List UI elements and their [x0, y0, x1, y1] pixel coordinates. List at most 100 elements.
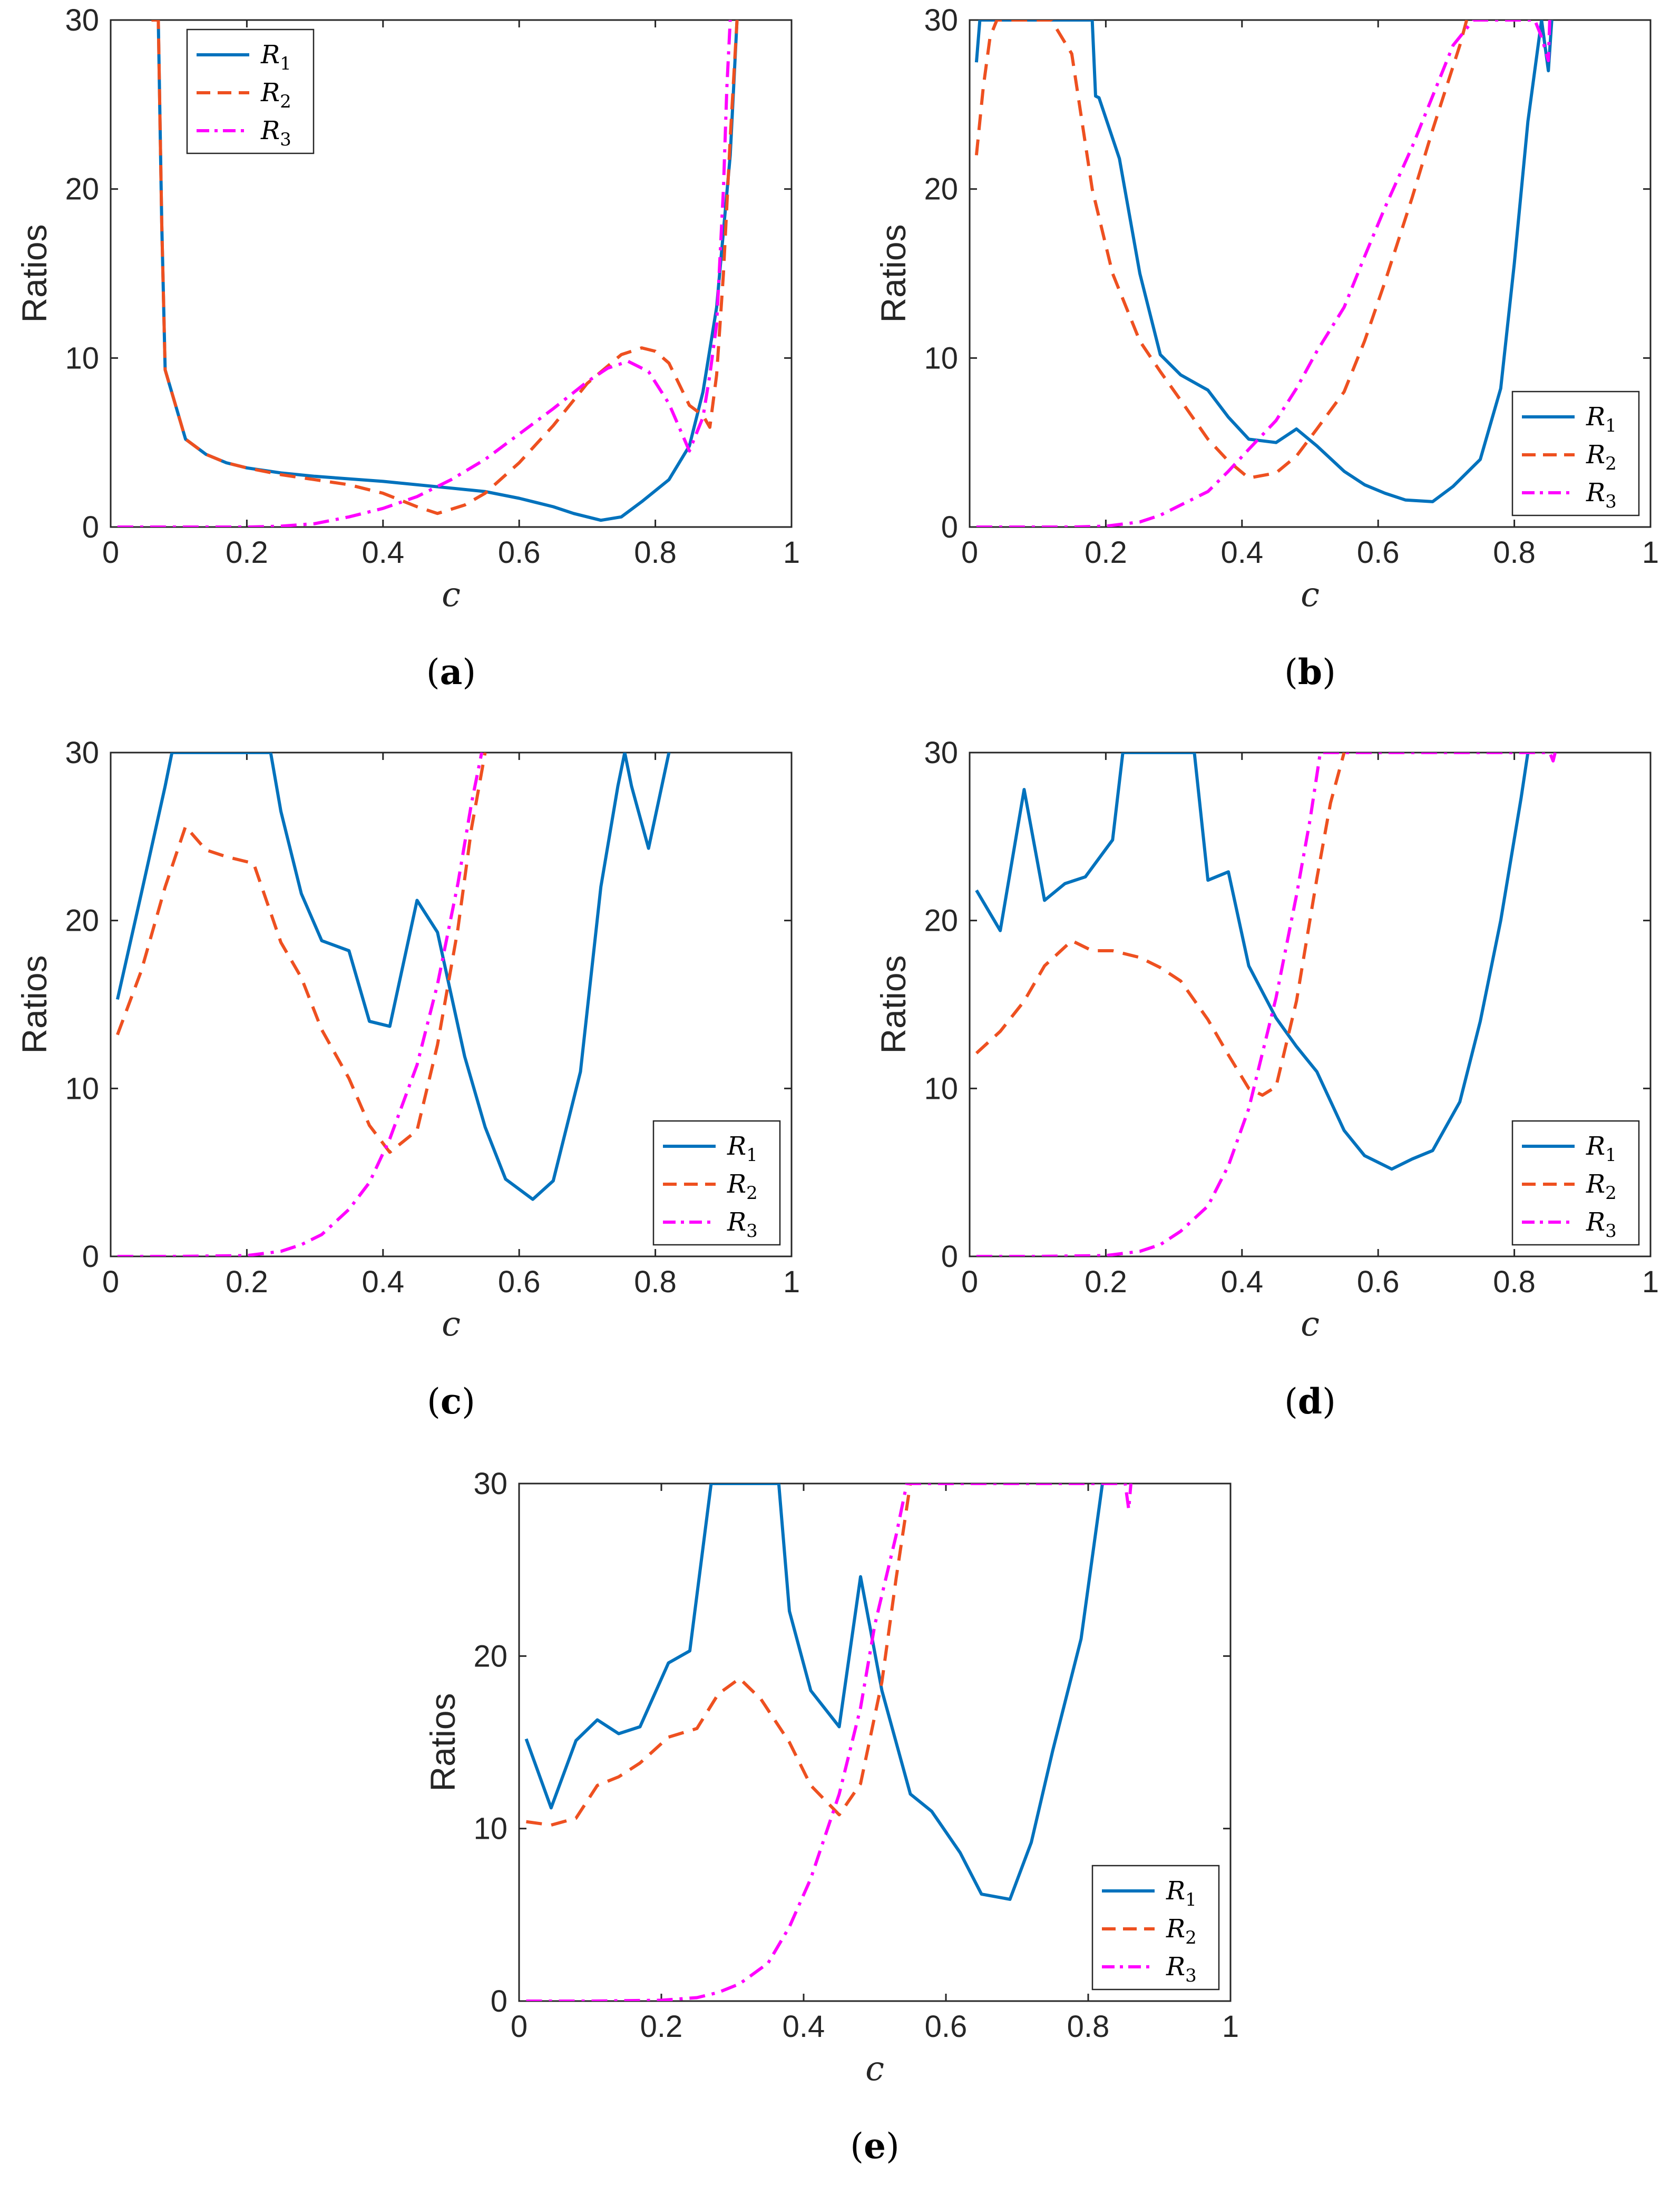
caption-open-paren: ( [1284, 1381, 1298, 1422]
legend-label-base: R [1586, 1169, 1605, 1199]
legend-label-r2: R2 [1166, 1914, 1197, 1948]
y-axis-label: Ratios [874, 224, 913, 323]
x-axis-label: c [442, 575, 461, 614]
legend-label-r2: R2 [1586, 1169, 1617, 1204]
x-tick-label: 0 [102, 1265, 119, 1299]
panel-caption: (c) [427, 1381, 475, 1422]
legend-label-subscript: 2 [280, 91, 291, 112]
caption-letter: e [864, 2125, 886, 2167]
legend-label-subscript: 2 [1185, 1927, 1197, 1948]
legend-label-base: R [1586, 478, 1605, 508]
y-tick-label: 20 [924, 172, 958, 207]
x-axis-label: c [1301, 1305, 1320, 1344]
legend-label-base: R [727, 1131, 746, 1161]
series-group [974, 20, 1554, 527]
x-tick-label: 0.4 [362, 1265, 404, 1299]
x-axis-label: c [1301, 575, 1320, 614]
x-axis-label: c [865, 2050, 884, 2089]
caption-open-paren: ( [1284, 652, 1298, 692]
legend-label-subscript: 3 [1605, 1221, 1617, 1242]
x-tick-label: 0.8 [1493, 535, 1536, 570]
y-tick-label: 30 [924, 736, 958, 770]
x-tick-label: 0.6 [498, 535, 541, 570]
legend-label-base: R [1586, 1131, 1605, 1161]
caption-close-paren: ) [462, 652, 476, 692]
series-line-r2 [974, 20, 1469, 480]
series-group [975, 753, 1557, 1256]
caption-open-paren: ( [426, 652, 440, 692]
legend-label-r1: R1 [1586, 402, 1617, 436]
caption-open-paren: ( [427, 1381, 441, 1422]
y-tick-label: 30 [473, 1467, 507, 1501]
x-tick-label: 0 [511, 2010, 528, 2044]
y-tick-label: 0 [941, 1240, 958, 1274]
caption-letter: a [440, 651, 463, 692]
y-tick-label: 20 [65, 904, 99, 938]
x-tick-label: 0.4 [1220, 1265, 1263, 1299]
legend-label-subscript: 1 [1185, 1889, 1197, 1910]
series-line-r3 [117, 20, 732, 527]
legend-label-r1: R1 [260, 40, 291, 74]
caption-close-paren: ) [462, 1381, 475, 1422]
legend-label-base: R [1166, 1876, 1185, 1906]
plot-area-frame [969, 19, 1652, 528]
legend-label-subscript: 1 [746, 1145, 758, 1166]
x-tick-label: 1 [1642, 1265, 1659, 1299]
panel-caption: (e) [850, 2125, 900, 2167]
x-tick-label: 0.8 [634, 1265, 677, 1299]
legend-label-r3: R3 [727, 1207, 758, 1242]
x-tick-label: 0.4 [1220, 535, 1263, 570]
legend-label-r1: R1 [1166, 1876, 1197, 1910]
y-tick-label: 30 [65, 736, 99, 770]
legend-label-r2: R2 [1586, 440, 1617, 474]
y-tick-label: 0 [82, 510, 99, 544]
series-line-r2 [526, 1484, 912, 1827]
series-group [117, 20, 739, 527]
y-tick-label: 20 [473, 1639, 507, 1673]
y-tick-label: 30 [924, 3, 958, 37]
x-tick-label: 0.2 [226, 1265, 268, 1299]
legend-label-r3: R3 [1166, 1952, 1197, 1986]
caption-letter: b [1298, 651, 1322, 692]
x-tick-label: 0.4 [783, 2010, 825, 2044]
x-tick-label: 0.2 [1085, 535, 1127, 570]
series-line-r3 [526, 1484, 1132, 2001]
plot-area-frame [969, 752, 1652, 1257]
legend-label-subscript: 2 [1605, 1183, 1617, 1204]
legend-label-r1: R1 [1586, 1131, 1617, 1166]
series-line-r2 [116, 753, 487, 1154]
x-tick-label: 1 [783, 1265, 800, 1299]
x-tick-label: 1 [783, 535, 800, 570]
series-line-r2 [151, 20, 739, 515]
plot-area-frame [110, 752, 793, 1257]
legend-label-base: R [727, 1207, 746, 1237]
y-tick-label: 10 [924, 341, 958, 375]
x-tick-label: 0.2 [1085, 1265, 1127, 1299]
series-line-r3 [976, 753, 1557, 1256]
series-line-r3 [117, 753, 484, 1256]
series-line-r1 [974, 20, 1554, 503]
legend-label-subscript: 3 [280, 129, 291, 150]
y-tick-label: 10 [473, 1812, 507, 1846]
legend-label-subscript: 1 [1605, 415, 1617, 436]
y-tick-label: 10 [65, 341, 99, 375]
plot-area-frame [518, 1482, 1232, 2002]
panel-caption: (a) [426, 651, 476, 692]
legend-label-r3: R3 [260, 116, 291, 150]
x-tick-label: 0.8 [1067, 2010, 1110, 2044]
legend-label-base: R [1586, 402, 1605, 432]
plot-area-frame [110, 19, 793, 528]
series-line-r3 [976, 20, 1551, 527]
x-axis-label: c [442, 1305, 461, 1344]
legend-label-r3: R3 [1586, 478, 1617, 512]
y-tick-label: 0 [941, 510, 958, 544]
legend-label-subscript: 1 [1605, 1145, 1617, 1166]
y-axis-label: Ratios [15, 224, 54, 323]
caption-letter: c [441, 1381, 462, 1422]
x-tick-label: 0.4 [362, 535, 404, 570]
